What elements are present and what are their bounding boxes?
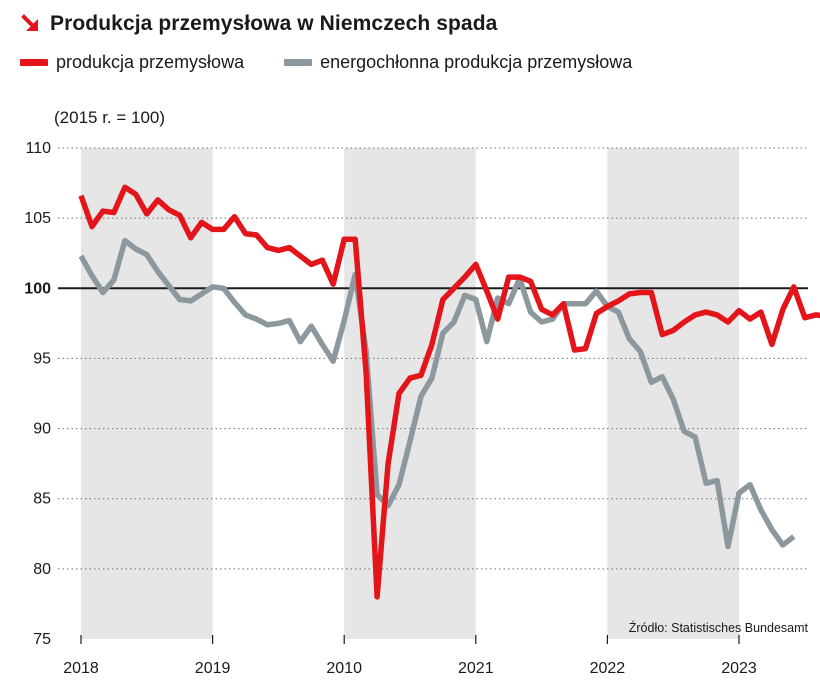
y-tick-label: 110: [25, 140, 51, 157]
legend-item-energochlonna: energochłonna produkcja przemysłowa: [284, 52, 632, 73]
legend-item-produkcja: produkcja przemysłowa: [20, 52, 244, 73]
y-tick-label: 95: [33, 350, 51, 367]
legend-swatch-gray: [284, 59, 313, 66]
chart-header: Produkcja przemysłowa w Niemczech spada: [20, 9, 497, 39]
series-line-energochlonna: [78, 237, 796, 550]
chart-subtitle: (2015 r. = 100): [54, 108, 166, 127]
shaded-year-band: [344, 148, 476, 639]
legend-label: energochłonna produkcja przemysłowa: [320, 52, 633, 72]
y-tick-label: 105: [24, 210, 51, 227]
arrow-down-right-icon: [21, 14, 38, 31]
y-tick-label: 85: [33, 491, 51, 508]
x-tick-label: 2021: [458, 660, 494, 677]
x-tick-label: 2010: [326, 660, 362, 677]
shaded-year-band: [81, 148, 213, 639]
series-line-produkcja: [78, 184, 820, 600]
y-tick-label: 90: [33, 421, 51, 438]
x-tick-label: 2019: [195, 660, 231, 677]
source-label: Źródło: Statistisches Bundesamt: [629, 620, 809, 635]
legend-swatch-red: [20, 59, 48, 66]
y-tick-label: 100: [24, 280, 51, 297]
x-tick-label: 2022: [590, 660, 626, 677]
x-tick-label: 2023: [721, 660, 757, 677]
legend-label: produkcja przemysłowa: [56, 52, 245, 72]
y-tick-label: 75: [33, 631, 51, 648]
y-tick-label: 80: [33, 561, 51, 578]
x-tick-label: 2018: [63, 660, 99, 677]
chart-title: Produkcja przemysłowa w Niemczech spada: [50, 12, 498, 35]
legend: produkcja przemysłowa energochłonna prod…: [20, 52, 672, 73]
